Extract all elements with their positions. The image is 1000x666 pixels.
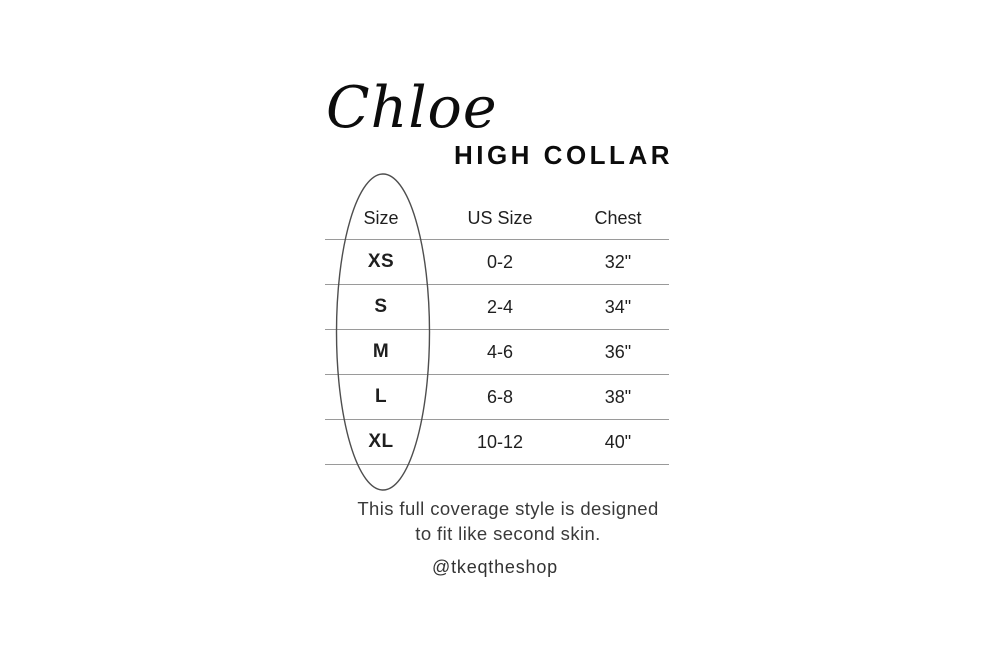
table-row-l: L 6-8 38" bbox=[325, 375, 669, 420]
cell-size: L bbox=[374, 386, 388, 407]
product-style-subtitle: HIGH COLLAR bbox=[453, 140, 673, 170]
cell-us-size: 2-4 bbox=[486, 296, 513, 317]
fit-description-line1: This full coverage style is designed bbox=[357, 498, 659, 519]
cell-size: S bbox=[374, 296, 388, 317]
table-header-row: Size US Size Chest bbox=[325, 198, 669, 240]
header-cell-chest: Chest bbox=[594, 208, 642, 228]
cell-us-size: 10-12 bbox=[476, 431, 524, 452]
cell-chest: 32" bbox=[604, 251, 632, 272]
table-row-m: M 4-6 36" bbox=[325, 330, 669, 375]
table-row-xs: XS 0-2 32" bbox=[325, 240, 669, 285]
cell-chest: 40" bbox=[604, 431, 632, 452]
table-row-s: S 2-4 34" bbox=[325, 285, 669, 330]
header-cell-size: Size bbox=[363, 208, 399, 228]
social-handle: @tkeqtheshop bbox=[432, 557, 558, 577]
cell-chest: 38" bbox=[604, 386, 632, 407]
product-name-title: Chloe bbox=[326, 75, 498, 141]
cell-size: XL bbox=[368, 431, 394, 452]
size-table: Size US Size Chest XS 0-2 32" S 2-4 34" … bbox=[325, 198, 669, 465]
cell-chest: 36" bbox=[604, 341, 632, 362]
cell-size: M bbox=[372, 341, 390, 362]
cell-us-size: 6-8 bbox=[486, 386, 513, 407]
fit-description: This full coverage style is designed to … bbox=[8, 497, 1000, 546]
fit-description-line2: to fit like second skin. bbox=[415, 522, 601, 544]
cell-chest: 34" bbox=[604, 296, 632, 317]
cell-size: XS bbox=[367, 251, 395, 272]
cell-us-size: 4-6 bbox=[486, 341, 513, 362]
table-row-xl: XL 10-12 40" bbox=[325, 420, 669, 465]
cell-us-size: 0-2 bbox=[486, 251, 513, 272]
header-cell-us-size: US Size bbox=[467, 208, 533, 228]
